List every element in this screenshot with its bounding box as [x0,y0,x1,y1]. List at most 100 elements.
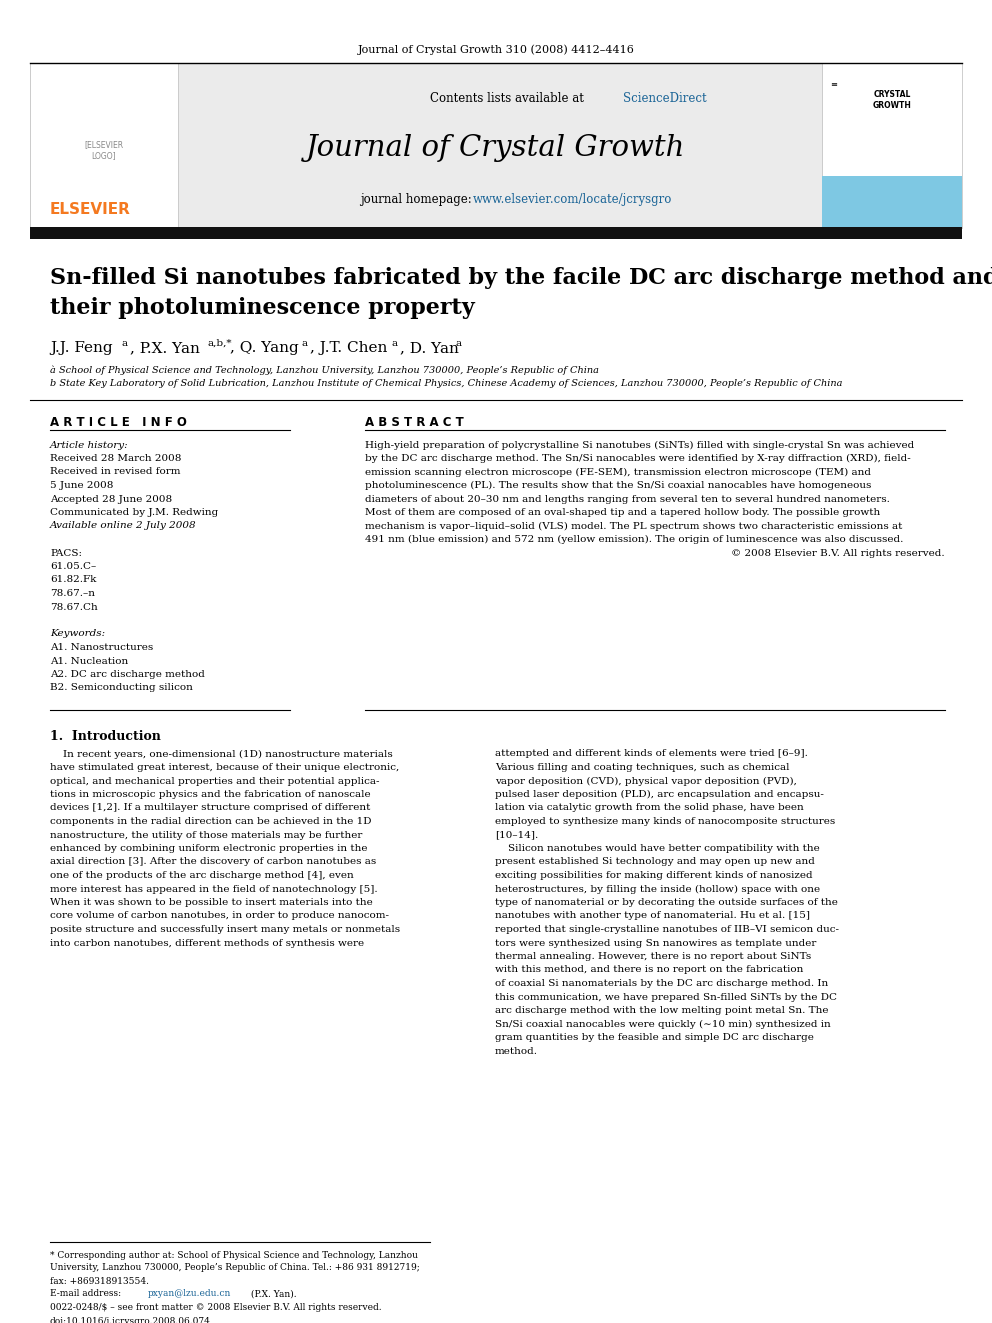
Bar [30,64,962,228]
Text: gram quantities by the feasible and simple DC arc discharge: gram quantities by the feasible and simp… [495,1033,813,1043]
Text: 491 nm (blue emission) and 572 nm (yellow emission). The origin of luminescence : 491 nm (blue emission) and 572 nm (yello… [365,534,904,544]
Text: A1. Nucleation: A1. Nucleation [50,656,128,665]
Text: Received 28 March 2008: Received 28 March 2008 [50,454,182,463]
Text: [10–14].: [10–14]. [495,831,539,840]
Text: , P.X. Yan: , P.X. Yan [130,341,199,355]
Text: Various filling and coating techniques, such as chemical: Various filling and coating techniques, … [495,763,790,773]
Text: enhanced by combining uniform electronic properties in the: enhanced by combining uniform electronic… [50,844,367,853]
Text: 1.  Introduction: 1. Introduction [50,729,161,742]
Text: (P.X. Yan).: (P.X. Yan). [248,1290,297,1298]
Text: with this method, and there is no report on the fabrication: with this method, and there is no report… [495,966,804,975]
Bar [30,64,178,228]
Text: 78.67.–n: 78.67.–n [50,589,95,598]
Text: High-yield preparation of polycrystalline Si nanotubes (SiNTs) filled with singl: High-yield preparation of polycrystallin… [365,441,915,450]
Text: 61.05.C–: 61.05.C– [50,562,96,572]
Text: 0022-0248/$ – see front matter © 2008 Elsevier B.V. All rights reserved.: 0022-0248/$ – see front matter © 2008 El… [50,1303,382,1312]
Text: b State Key Laboratory of Solid Lubrication, Lanzhou Institute of Chemical Physi: b State Key Laboratory of Solid Lubricat… [50,380,842,389]
Text: mechanism is vapor–liquid–solid (VLS) model. The PL spectrum shows two character: mechanism is vapor–liquid–solid (VLS) mo… [365,521,903,531]
Text: www.elsevier.com/locate/jcrysgro: www.elsevier.com/locate/jcrysgro [473,193,673,206]
Text: Communicated by J.M. Redwing: Communicated by J.M. Redwing [50,508,218,517]
Text: tions in microscopic physics and the fabrication of nanoscale: tions in microscopic physics and the fab… [50,790,371,799]
Text: exciting possibilities for making different kinds of nanosized: exciting possibilities for making differ… [495,871,812,880]
Bar [30,228,962,239]
Text: method.: method. [495,1046,538,1056]
Text: A2. DC arc discharge method: A2. DC arc discharge method [50,669,205,679]
Text: attempted and different kinds of elements were tried [6–9].: attempted and different kinds of element… [495,750,807,758]
Text: a: a [392,339,398,348]
Text: ScienceDirect: ScienceDirect [623,91,706,105]
Text: of coaxial Si nanomaterials by the DC arc discharge method. In: of coaxial Si nanomaterials by the DC ar… [495,979,828,988]
Text: PACS:: PACS: [50,549,82,557]
Text: one of the products of the arc discharge method [4], even: one of the products of the arc discharge… [50,871,354,880]
Text: a: a [122,339,128,348]
Text: optical, and mechanical properties and their potential applica-: optical, and mechanical properties and t… [50,777,380,786]
Text: have stimulated great interest, because of their unique electronic,: have stimulated great interest, because … [50,763,399,773]
Text: devices [1,2]. If a multilayer structure comprised of different: devices [1,2]. If a multilayer structure… [50,803,370,812]
Text: nanotubes with another type of nanomaterial. Hu et al. [15]: nanotubes with another type of nanomater… [495,912,810,921]
Text: a: a [455,339,461,348]
Text: A R T I C L E   I N F O: A R T I C L E I N F O [50,415,186,429]
Text: posite structure and successfully insert many metals or nonmetals: posite structure and successfully insert… [50,925,400,934]
Text: photoluminescence (PL). The results show that the Sn/Si coaxial nanocables have : photoluminescence (PL). The results show… [365,482,871,490]
Text: their photoluminescence property: their photoluminescence property [50,296,475,319]
Text: Sn/Si coaxial nanocables were quickly (∼10 min) synthesized in: Sn/Si coaxial nanocables were quickly (∼… [495,1020,830,1028]
Text: this communication, we have prepared Sn-filled SiNTs by the DC: this communication, we have prepared Sn-… [495,992,837,1002]
Text: Silicon nanotubes would have better compatibility with the: Silicon nanotubes would have better comp… [495,844,819,853]
Text: pxyan@lzu.edu.cn: pxyan@lzu.edu.cn [148,1290,231,1298]
Text: arc discharge method with the low melting point metal Sn. The: arc discharge method with the low meltin… [495,1005,828,1015]
Text: [ELSEVIER
LOGO]: [ELSEVIER LOGO] [84,140,124,160]
Text: Journal of Crystal Growth: Journal of Crystal Growth [307,134,685,161]
Text: a: a [302,339,309,348]
Text: , Q. Yang: , Q. Yang [230,341,299,355]
Text: more interest has appeared in the field of nanotechnology [5].: more interest has appeared in the field … [50,885,378,893]
Text: by the DC arc discharge method. The Sn/Si nanocables were identified by X-ray di: by the DC arc discharge method. The Sn/S… [365,454,911,463]
Text: Accepted 28 June 2008: Accepted 28 June 2008 [50,495,173,504]
Text: a,b,*: a,b,* [208,339,232,348]
Text: Available online 2 July 2008: Available online 2 July 2008 [50,521,196,531]
Text: thermal annealing. However, there is no report about SiNTs: thermal annealing. However, there is no … [495,953,811,960]
Text: A1. Nanostructures: A1. Nanostructures [50,643,153,652]
Text: Most of them are composed of an oval-shaped tip and a tapered hollow body. The p: Most of them are composed of an oval-sha… [365,508,880,517]
Text: In recent years, one-dimensional (1D) nanostructure materials: In recent years, one-dimensional (1D) na… [50,749,393,758]
Text: components in the radial direction can be achieved in the 1D: components in the radial direction can b… [50,818,371,826]
Text: pulsed laser deposition (PLD), arc encapsulation and encapsu-: pulsed laser deposition (PLD), arc encap… [495,790,824,799]
Text: B2. Semiconducting silicon: B2. Semiconducting silicon [50,684,192,692]
Text: 61.82.Fk: 61.82.Fk [50,576,96,585]
Text: University, Lanzhou 730000, People’s Republic of China. Tel.: +86 931 8912719;: University, Lanzhou 730000, People’s Rep… [50,1263,420,1273]
Text: heterostructures, by filling the inside (hollow) space with one: heterostructures, by filling the inside … [495,885,820,893]
Text: à School of Physical Science and Technology, Lanzhou University, Lanzhou 730000,: à School of Physical Science and Technol… [50,365,599,374]
Text: nanostructure, the utility of those materials may be further: nanostructure, the utility of those mate… [50,831,362,840]
Text: doi:10.1016/j.jcrysgro.2008.06.074: doi:10.1016/j.jcrysgro.2008.06.074 [50,1316,211,1323]
Text: A B S T R A C T: A B S T R A C T [365,415,463,429]
Text: type of nanomaterial or by decorating the outside surfaces of the: type of nanomaterial or by decorating th… [495,898,838,908]
Text: core volume of carbon nanotubes, in order to produce nanocom-: core volume of carbon nanotubes, in orde… [50,912,389,921]
Text: Article history:: Article history: [50,441,129,450]
Text: vapor deposition (CVD), physical vapor deposition (PVD),: vapor deposition (CVD), physical vapor d… [495,777,797,786]
Text: ELSEVIER: ELSEVIER [50,202,131,217]
Text: ≡: ≡ [830,79,837,89]
Text: Sn-filled Si nanotubes fabricated by the facile DC arc discharge method and: Sn-filled Si nanotubes fabricated by the… [50,267,992,288]
Text: Journal of Crystal Growth 310 (2008) 4412–4416: Journal of Crystal Growth 310 (2008) 441… [357,45,635,56]
Text: J.J. Feng: J.J. Feng [50,341,113,355]
Text: 5 June 2008: 5 June 2008 [50,482,113,490]
Text: into carbon nanotubes, different methods of synthesis were: into carbon nanotubes, different methods… [50,938,364,947]
Text: lation via catalytic growth from the solid phase, have been: lation via catalytic growth from the sol… [495,803,804,812]
Text: When it was shown to be possible to insert materials into the: When it was shown to be possible to inse… [50,898,373,908]
Text: E-mail address:: E-mail address: [50,1290,124,1298]
Text: reported that single-crystalline nanotubes of IIB–VI semicon duc-: reported that single-crystalline nanotub… [495,925,839,934]
Text: CRYSTAL
GROWTH: CRYSTAL GROWTH [873,90,912,110]
Text: present established Si technology and may open up new and: present established Si technology and ma… [495,857,814,867]
Text: journal homepage:: journal homepage: [360,193,475,206]
Text: , J.T. Chen: , J.T. Chen [310,341,387,355]
Bar [822,176,962,228]
Text: © 2008 Elsevier B.V. All rights reserved.: © 2008 Elsevier B.V. All rights reserved… [731,549,945,557]
Text: Contents lists available at: Contents lists available at [430,91,587,105]
Text: , D. Yan: , D. Yan [400,341,459,355]
Text: emission scanning electron microscope (FE-SEM), transmission electron microscope: emission scanning electron microscope (F… [365,467,871,476]
Text: 78.67.Ch: 78.67.Ch [50,602,98,611]
Text: axial direction [3]. After the discovery of carbon nanotubes as: axial direction [3]. After the discovery… [50,857,376,867]
Text: * Corresponding author at: School of Physical Science and Technology, Lanzhou: * Corresponding author at: School of Phy… [50,1250,418,1259]
Text: employed to synthesize many kinds of nanocomposite structures: employed to synthesize many kinds of nan… [495,818,835,826]
Text: tors were synthesized using Sn nanowires as template under: tors were synthesized using Sn nanowires… [495,938,816,947]
Text: Keywords:: Keywords: [50,630,105,639]
